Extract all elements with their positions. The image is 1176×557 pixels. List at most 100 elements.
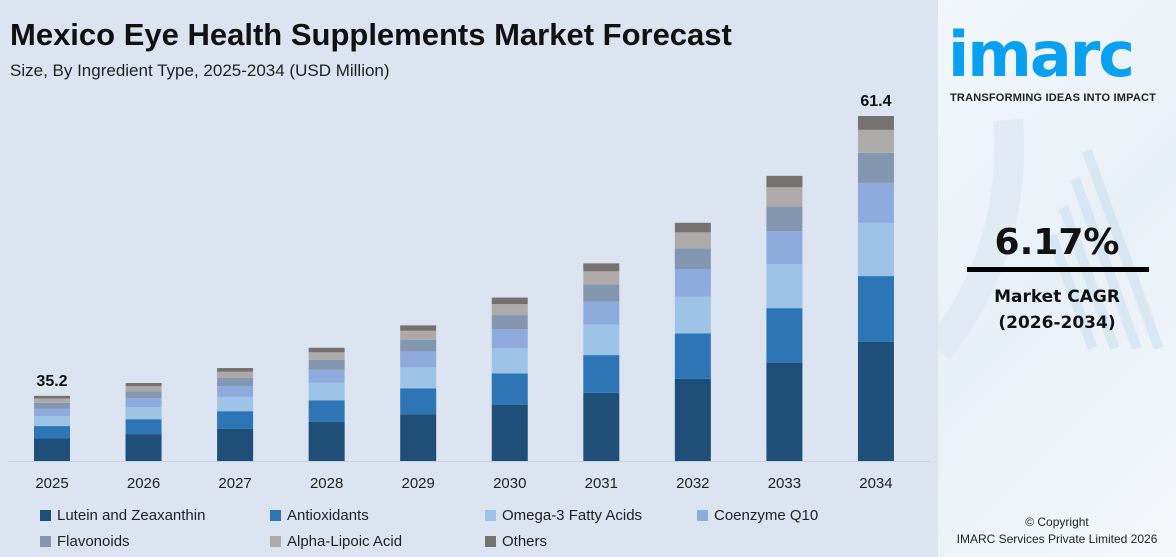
stacked-bar-chart: 2025 35.2 2026 2027 2028 2029 2030 2031 2032 2033… <box>8 93 930 492</box>
bar-segment-alpha-lipoic-acid-2031 <box>583 271 620 285</box>
x-tick-label: 2028 <box>310 475 343 492</box>
bar-segment-flavonoids-2031 <box>583 284 620 302</box>
legend-item: Coenzyme Q10 <box>697 507 818 524</box>
bar-segment-coenzyme-q10-2034 <box>857 182 894 223</box>
bar-segment-antioxidants-2025 <box>34 426 70 439</box>
bar-segment-others-2028 <box>308 347 345 353</box>
bar-segment-lutein-and-zeaxanthin-2027 <box>217 428 254 461</box>
bar-segment-omega-3-fatty-acids-2028 <box>308 382 345 401</box>
bar-segment-coenzyme-q10-2033 <box>766 231 803 265</box>
background-chart-illustration <box>938 118 1164 360</box>
legend-swatch <box>40 510 51 521</box>
bar-segment-others-2030 <box>491 297 528 305</box>
bar-segment-flavonoids-2033 <box>766 206 803 232</box>
bar-segment-antioxidants-2026 <box>125 419 162 435</box>
bar-segment-lutein-and-zeaxanthin-2026 <box>125 434 162 461</box>
x-tick-label: 2031 <box>585 475 618 492</box>
bar-segment-omega-3-fatty-acids-2034 <box>857 222 894 277</box>
bar-segment-alpha-lipoic-acid-2027 <box>217 371 254 379</box>
bar-segment-others-2032 <box>674 222 711 233</box>
bar-segment-lutein-and-zeaxanthin-2028 <box>308 421 345 461</box>
x-tick-label: 2029 <box>402 475 435 492</box>
bar-segment-antioxidants-2030 <box>491 373 528 405</box>
side-panel: imarc TRANSFORMING IDEAS INTO IMPACT 6.1… <box>938 0 1176 557</box>
legend-item: Lutein and Zeaxanthin <box>40 507 205 524</box>
x-tick-label: 2033 <box>768 475 801 492</box>
legend-label: Others <box>502 533 548 550</box>
bar-segment-omega-3-fatty-acids-2026 <box>125 407 162 420</box>
legend-swatch <box>270 536 281 547</box>
bar-segment-coenzyme-q10-2025 <box>34 408 70 417</box>
chart-panel: Mexico Eye Health Supplements Market For… <box>8 17 930 550</box>
x-tick-label: 2030 <box>493 475 526 492</box>
bar-segment-lutein-and-zeaxanthin-2032 <box>674 378 711 461</box>
bar-segment-omega-3-fatty-acids-2033 <box>766 264 803 309</box>
copyright-mark: © Copyright <box>1025 515 1089 529</box>
cagr-value: 6.17% <box>994 222 1120 263</box>
bar-segment-coenzyme-q10-2027 <box>217 386 254 397</box>
bar-segment-alpha-lipoic-acid-2033 <box>766 187 803 207</box>
chart-subtitle: Size, By Ingredient Type, 2025-2034 (USD… <box>10 61 390 80</box>
legend-label: Flavonoids <box>57 533 130 550</box>
bar-segment-others-2033 <box>766 175 803 188</box>
bar-segment-lutein-and-zeaxanthin-2030 <box>491 404 528 461</box>
bar-segment-lutein-and-zeaxanthin-2033 <box>766 362 803 461</box>
total-label: 35.2 <box>36 373 67 390</box>
bar-segment-alpha-lipoic-acid-2034 <box>857 129 894 153</box>
bar-segment-antioxidants-2034 <box>857 276 894 342</box>
legend-item: Antioxidants <box>270 507 369 524</box>
bar-segment-coenzyme-q10-2032 <box>674 269 711 297</box>
bar-segment-lutein-and-zeaxanthin-2031 <box>583 392 620 461</box>
company-name: IMARC Services Private Limited 2026 <box>956 532 1158 546</box>
legend-label: Omega-3 Fatty Acids <box>502 507 643 524</box>
x-tick-label: 2032 <box>676 475 709 492</box>
bar-segment-alpha-lipoic-acid-2028 <box>308 352 345 360</box>
bar-segment-omega-3-fatty-acids-2031 <box>583 324 620 356</box>
legend-swatch <box>270 510 281 521</box>
bar-segment-others-2029 <box>400 325 437 331</box>
legend-swatch <box>697 510 708 521</box>
bar-segment-alpha-lipoic-acid-2032 <box>674 232 711 249</box>
x-tick-label: 2026 <box>127 475 160 492</box>
x-tick-label: 2034 <box>859 475 892 492</box>
imarc-logo: imarc <box>948 18 1135 91</box>
bar-segment-antioxidants-2029 <box>400 388 437 415</box>
legend-item: Omega-3 Fatty Acids <box>485 507 642 524</box>
bar-segment-lutein-and-zeaxanthin-2034 <box>857 341 894 461</box>
legend-label: Alpha-Lipoic Acid <box>287 533 403 550</box>
legend-item: Alpha-Lipoic Acid <box>270 533 402 550</box>
bar-segment-antioxidants-2032 <box>674 333 711 379</box>
chart-title: Mexico Eye Health Supplements Market For… <box>10 17 732 52</box>
bar-segment-coenzyme-q10-2029 <box>400 351 437 368</box>
total-label: 61.4 <box>860 93 891 110</box>
bar-segment-others-2034 <box>857 116 894 130</box>
bar-segment-lutein-and-zeaxanthin-2025 <box>34 438 70 461</box>
bar-segment-flavonoids-2025 <box>34 402 70 409</box>
legend-label: Coenzyme Q10 <box>714 507 819 524</box>
bar-segment-alpha-lipoic-acid-2025 <box>34 398 70 403</box>
bar-segment-omega-3-fatty-acids-2027 <box>217 396 254 412</box>
bar-segment-coenzyme-q10-2028 <box>308 369 345 383</box>
bar-segment-omega-3-fatty-acids-2029 <box>400 367 437 389</box>
bar-segment-coenzyme-q10-2026 <box>125 398 162 408</box>
legend-item: Others <box>485 533 547 550</box>
legend-swatch <box>40 536 51 547</box>
bar-segment-others-2027 <box>217 368 254 372</box>
legend-swatch <box>485 510 496 521</box>
legend-item: Flavonoids <box>40 533 130 550</box>
bar-segment-alpha-lipoic-acid-2030 <box>491 304 528 316</box>
x-tick-label: 2027 <box>218 475 251 492</box>
divider <box>967 267 1149 272</box>
bar-segment-lutein-and-zeaxanthin-2029 <box>400 414 437 461</box>
cagr-period: (2026-2034) <box>998 313 1116 333</box>
bar-segment-flavonoids-2027 <box>217 378 254 387</box>
bar-segment-flavonoids-2026 <box>125 391 162 399</box>
bar-segment-antioxidants-2033 <box>766 308 803 363</box>
legend-label: Antioxidants <box>287 507 369 524</box>
bar-segment-flavonoids-2034 <box>857 152 894 183</box>
bar-segment-others-2025 <box>34 395 70 399</box>
bar-segment-others-2031 <box>583 263 620 272</box>
cagr-label-text: Market CAGR <box>994 287 1120 307</box>
bar-segment-flavonoids-2028 <box>308 359 345 370</box>
bar-segment-flavonoids-2029 <box>400 339 437 352</box>
